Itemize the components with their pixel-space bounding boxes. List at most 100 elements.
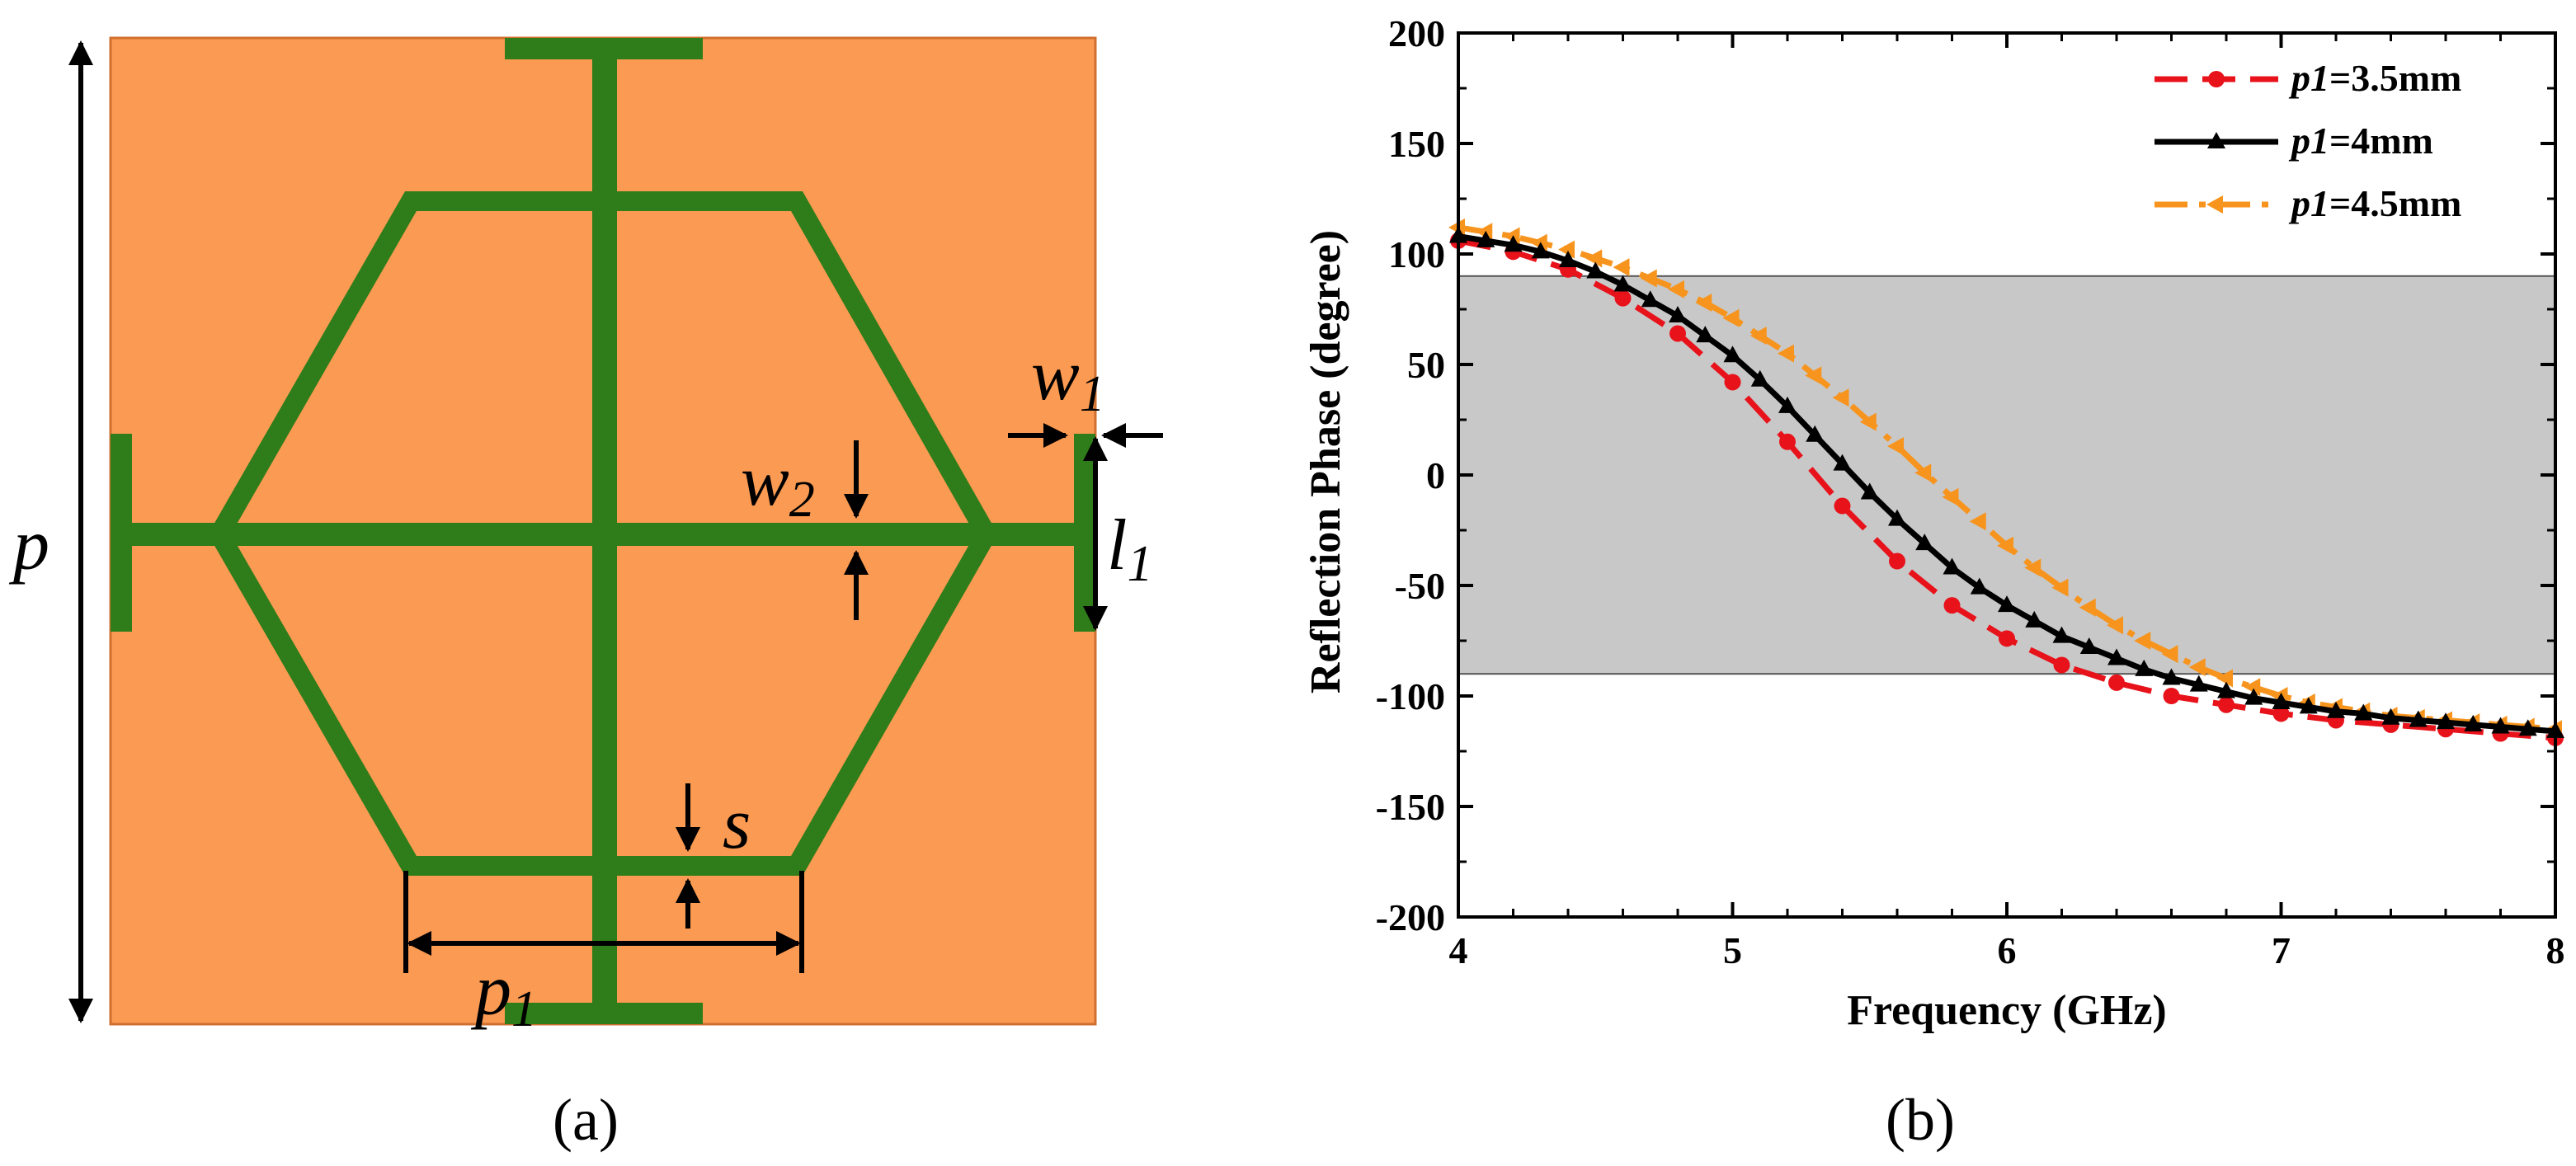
l1-label: l1 bbox=[1107, 505, 1152, 592]
y-tick-label: -200 bbox=[1376, 896, 1445, 938]
data-point bbox=[1695, 293, 1712, 312]
data-point bbox=[2135, 659, 2154, 676]
x-tick-label: 5 bbox=[1723, 929, 1742, 971]
data-point bbox=[1668, 280, 1684, 299]
data-point bbox=[2025, 610, 2044, 628]
y-tick-label: -50 bbox=[1395, 565, 1445, 607]
horizontal-strip bbox=[124, 523, 1079, 546]
right-cap bbox=[1074, 434, 1095, 632]
y-tick-label: -150 bbox=[1376, 786, 1445, 828]
series-layer bbox=[1448, 218, 2564, 746]
legend-entry: p1=4mm bbox=[2155, 120, 2433, 162]
data-point bbox=[1915, 534, 1934, 551]
series-4mm bbox=[1449, 226, 2564, 738]
top-cap bbox=[505, 38, 703, 59]
data-point bbox=[1585, 249, 1603, 268]
data-point bbox=[1779, 433, 1796, 450]
data-point bbox=[2244, 678, 2261, 697]
data-point bbox=[2327, 701, 2345, 718]
data-point bbox=[1531, 242, 1550, 259]
data-point bbox=[1887, 437, 1904, 456]
data-point bbox=[2051, 578, 2069, 597]
data-point bbox=[1724, 374, 1741, 391]
data-point bbox=[2079, 637, 2098, 655]
legend-entry: p1=3.5mm bbox=[2155, 57, 2461, 99]
data-point bbox=[1723, 346, 1742, 363]
data-point bbox=[2162, 668, 2181, 685]
panel-b-caption: (b) bbox=[1886, 1087, 1955, 1153]
s-label: s bbox=[723, 784, 751, 864]
data-point bbox=[2437, 712, 2455, 730]
p-label: p bbox=[8, 505, 49, 585]
y-tick-label: 100 bbox=[1388, 233, 1445, 275]
data-point bbox=[1969, 512, 1986, 531]
data-point bbox=[2354, 703, 2373, 721]
data-point bbox=[1806, 425, 1825, 442]
data-point bbox=[2163, 688, 2180, 704]
data-point bbox=[1613, 258, 1630, 277]
data-point bbox=[2518, 719, 2537, 736]
w1-label: w1 bbox=[1031, 336, 1105, 422]
unit-cell-schematic: p p1 s w2 w1 l1 (a) bbox=[8, 36, 1163, 1153]
data-point bbox=[2208, 71, 2225, 87]
data-point bbox=[2024, 558, 2041, 577]
data-point bbox=[2107, 616, 2123, 635]
data-point bbox=[1860, 482, 1879, 500]
reflection-phase-chart: 4 5 6 7 8 -200 -150 -100 -50 0 50 100 150 200 Frequen… bbox=[1302, 12, 2565, 1153]
data-point bbox=[2052, 626, 2071, 643]
y-tick-label: -100 bbox=[1376, 675, 1445, 717]
data-point bbox=[2107, 648, 2126, 665]
legend-entry: p1=4.5mm bbox=[2155, 182, 2461, 224]
data-point bbox=[2207, 132, 2225, 148]
data-point bbox=[2217, 681, 2235, 698]
x-tick-label: 4 bbox=[1449, 929, 1468, 971]
data-point bbox=[1614, 289, 1632, 307]
y-tick-label: 150 bbox=[1388, 123, 1445, 165]
p1-label: p1 bbox=[470, 951, 537, 1037]
x-tick-label: 6 bbox=[1998, 929, 2017, 971]
data-point bbox=[2216, 669, 2233, 688]
data-point bbox=[1859, 412, 1877, 431]
y-tick-label: 0 bbox=[1426, 454, 1445, 496]
data-point bbox=[2188, 658, 2206, 677]
data-point bbox=[2206, 195, 2223, 214]
data-point bbox=[2464, 714, 2483, 731]
data-point bbox=[2053, 656, 2070, 674]
legend-label: p1=4.5mm bbox=[2288, 182, 2461, 224]
data-point bbox=[1613, 275, 1632, 292]
bottom-cap bbox=[505, 1003, 703, 1024]
data-point bbox=[2134, 632, 2151, 650]
data-point bbox=[1805, 366, 1822, 385]
data-point bbox=[1832, 388, 1849, 407]
data-point bbox=[1943, 597, 1961, 614]
data-point bbox=[2244, 688, 2263, 705]
data-point bbox=[1641, 290, 1660, 308]
data-point bbox=[1998, 595, 2016, 613]
x-tick-label: 8 bbox=[2546, 929, 2565, 971]
data-point bbox=[2218, 696, 2235, 713]
data-point bbox=[1559, 251, 1577, 268]
x-axis-title: Frequency (GHz) bbox=[1847, 987, 2167, 1034]
data-point bbox=[1640, 269, 1657, 288]
tick-labels: 4 5 6 7 8 -200 -150 -100 -50 0 50 100 150 200 bbox=[1376, 12, 2565, 971]
in-phase-band bbox=[1458, 275, 2556, 675]
data-point bbox=[1669, 306, 1687, 323]
data-point bbox=[2299, 697, 2318, 714]
data-point bbox=[2079, 598, 2096, 617]
data-point bbox=[1722, 308, 1740, 327]
data-point bbox=[1997, 536, 2013, 555]
legend-label: p1=4mm bbox=[2288, 120, 2433, 162]
data-point bbox=[1778, 344, 1794, 363]
data-point bbox=[1476, 230, 1495, 247]
y-axis-title: Reflection Phase (degree) bbox=[1302, 230, 1349, 693]
axis-ticks bbox=[1457, 31, 2557, 919]
data-point bbox=[1750, 369, 1769, 387]
data-point bbox=[2108, 674, 2125, 691]
data-point bbox=[2272, 693, 2291, 710]
data-point bbox=[2161, 645, 2178, 664]
data-point bbox=[1914, 463, 1932, 482]
data-point bbox=[1999, 630, 2015, 647]
data-point bbox=[2272, 705, 2290, 722]
data-point bbox=[1833, 454, 1852, 471]
